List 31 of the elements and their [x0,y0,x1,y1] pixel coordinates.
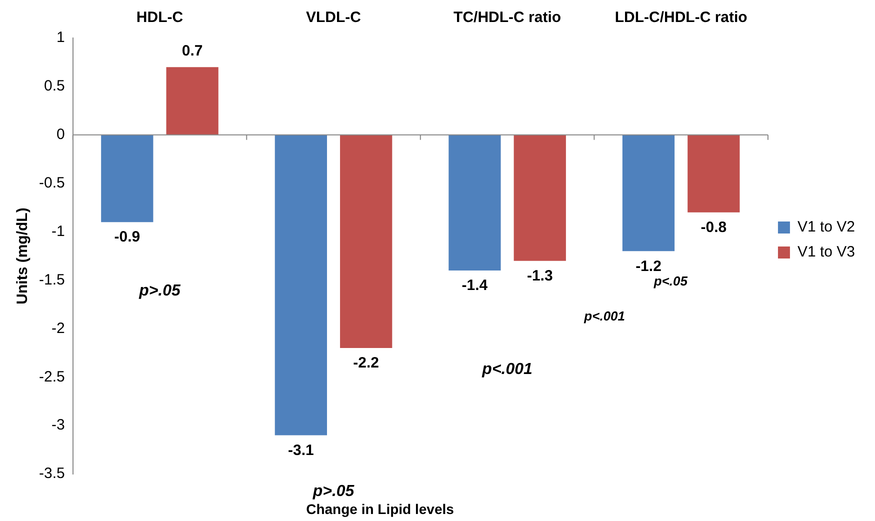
data-label: -3.1 [288,442,314,459]
data-label: -0.8 [700,219,727,236]
annotation: p<.001 [481,360,533,378]
data-label: -1.2 [636,258,662,275]
data-label: -0.9 [114,228,140,246]
y-tick-label: -3.5 [38,465,65,482]
y-tick-label: 0.5 [44,78,65,95]
y-tick-label: -2.5 [38,368,65,386]
y-tick-label: -2 [52,320,65,337]
x-tick-label: VLDL-C [306,9,362,26]
data-label: -1.3 [526,267,553,284]
x-axis-title: Change in Lipid levels [305,501,455,517]
data-label: 0.7 [182,42,203,60]
x-tick-label: TC/HDL-C ratio [454,9,562,26]
annotation: p<.001 [583,308,626,324]
text: p>.05 [312,482,356,500]
y-tick-label: 0 [56,126,65,144]
annotation: p<.05 [652,274,688,289]
legend-label: V1 to V3 [797,244,856,261]
legend-label: V1 to V2 [797,218,856,236]
annotation: p>.05 [138,282,182,300]
y-axis-title: Units (mg/dL) [14,208,32,304]
y-tick-label: -3 [52,416,65,434]
x-tick-label: HDL-C [136,9,184,26]
y-tick-label: -1.5 [38,271,65,288]
y-tick-label: 1 [56,29,65,46]
y-tick-label: -0.5 [38,174,65,192]
data-label: -1.4 [462,277,488,294]
y-tick-label: -1 [52,222,65,240]
x-tick-label: LDL-C/HDL-C ratio [614,9,748,26]
data-label: -2.2 [353,354,380,372]
